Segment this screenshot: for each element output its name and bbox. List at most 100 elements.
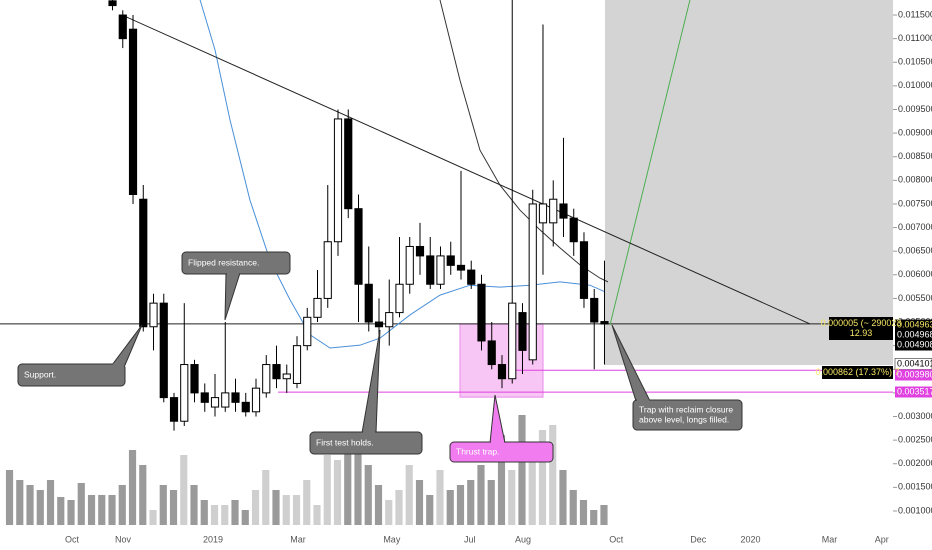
candle-body	[210, 397, 220, 408]
volume-bar	[26, 485, 34, 525]
volume-bar	[262, 470, 270, 525]
callout-seam	[113, 363, 124, 367]
volume-bar	[190, 485, 198, 525]
volume-bar	[272, 490, 280, 525]
y-tick-label: 0.002500	[898, 434, 932, 444]
volume-bar	[169, 490, 178, 525]
volume-bar	[385, 500, 393, 525]
volume-bar	[497, 435, 506, 525]
candle-body	[262, 364, 271, 394]
price-label: 0.003980	[897, 369, 932, 379]
y-tick-label: 0.008500	[898, 151, 932, 161]
x-tick-label: Mar	[290, 534, 306, 544]
candle-body	[395, 283, 404, 314]
volume-bar	[87, 495, 96, 525]
volume-bar	[200, 500, 208, 525]
y-tick-label: 0.010500	[898, 57, 932, 67]
candle-body	[415, 245, 425, 257]
y-tick-label: 0.008000	[898, 175, 932, 185]
y-tick-label: 0.002000	[898, 458, 932, 468]
y-tick-label: 0.011500	[898, 9, 932, 19]
candle-body	[579, 241, 589, 299]
y-tick-label: 0.006500	[898, 246, 932, 256]
volume-bar	[292, 495, 301, 525]
y-tick-label: 0.006000	[898, 269, 932, 279]
y-tick-label: 0.003000	[898, 411, 932, 421]
y-tick-label: 0.007000	[898, 222, 932, 232]
candle-body	[405, 245, 414, 285]
volume-bar	[477, 465, 485, 525]
x-tick-label: Jul	[464, 534, 476, 544]
volume-bar	[77, 483, 85, 525]
y-tick-label: 0.011000	[898, 33, 932, 43]
volume-bar	[590, 510, 598, 525]
volume-bar	[67, 500, 75, 525]
candle-body	[487, 340, 496, 366]
price-label-box	[895, 386, 932, 398]
candle-body	[241, 401, 250, 413]
price-label-box	[895, 369, 932, 381]
x-tick-label: Aug	[515, 534, 531, 544]
candle-body	[149, 302, 158, 328]
candle-body	[559, 203, 568, 219]
callout-pointer	[111, 324, 143, 366]
volume-bar	[139, 465, 147, 525]
moving-average	[609, 0, 691, 325]
callout-text: Trap with reclaim closure	[639, 404, 733, 414]
x-tick-label: May	[383, 534, 401, 544]
volume-bar	[518, 415, 526, 525]
candle-body	[364, 283, 373, 323]
candle-body	[333, 118, 343, 243]
candle-body	[497, 364, 507, 380]
candle-body	[456, 264, 466, 271]
tool-label-box	[829, 317, 893, 340]
y-tick-label: 0.001500	[898, 482, 932, 492]
price-label: 0.004968	[897, 329, 932, 339]
volume-bar	[98, 495, 106, 525]
volume-bar	[549, 425, 557, 525]
volume-bar	[456, 485, 465, 525]
volume-bar	[303, 480, 311, 525]
volume-bar	[16, 480, 24, 525]
candle-body	[600, 321, 609, 325]
candle-body	[385, 312, 394, 328]
volume-bar	[364, 465, 372, 525]
volume-bar	[323, 455, 331, 525]
y-tick-label: 0.005500	[898, 293, 932, 303]
candle-body	[118, 14, 127, 40]
tool-label: 0.000862 (17.37%) 7	[815, 367, 899, 377]
candle-body	[569, 217, 578, 243]
candle-body	[528, 203, 537, 361]
callout-text: Thrust trap.	[456, 446, 499, 456]
candle-body	[590, 297, 599, 323]
volume-bar	[528, 445, 536, 525]
callout-seam	[637, 399, 649, 403]
volume-bar	[374, 485, 383, 525]
callout-pointer	[224, 272, 241, 321]
volume-bar	[251, 490, 260, 525]
y-tick-label: 0.010000	[898, 80, 932, 90]
callout-text: First test holds.	[316, 437, 374, 447]
price-label-box	[895, 329, 932, 341]
volume-bar	[344, 445, 352, 525]
candle-body	[159, 302, 168, 399]
volume-bar	[354, 445, 362, 525]
volume-bar	[128, 450, 137, 525]
candle-body	[436, 255, 445, 285]
candle-body	[292, 345, 302, 384]
callout-text: Support.	[24, 369, 56, 379]
callout-box	[17, 363, 126, 387]
candle-body	[467, 269, 476, 285]
volume-bar	[467, 480, 475, 525]
volume-bar	[282, 495, 290, 525]
x-tick-label: Dec	[690, 534, 707, 544]
price-label-box	[895, 319, 932, 331]
candle-body	[518, 312, 527, 351]
volume-bar	[36, 490, 44, 525]
candle-body	[128, 28, 138, 196]
volume-bar	[395, 490, 403, 525]
y-tick-label: 0.009500	[898, 104, 932, 114]
volume-bar	[508, 470, 516, 525]
volume-bar	[231, 500, 239, 525]
